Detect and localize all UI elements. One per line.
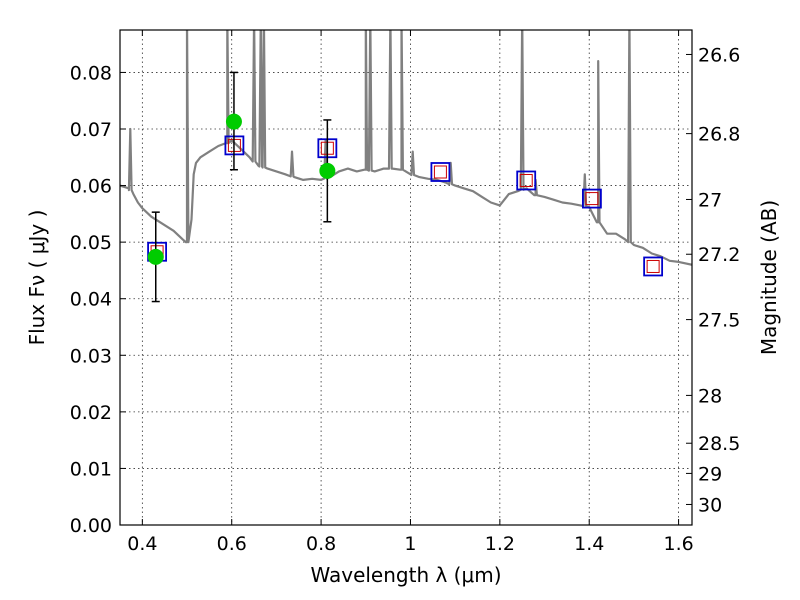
y-tick-label: 0.03 bbox=[70, 345, 112, 367]
observed-point bbox=[147, 248, 164, 265]
y-tick-label: 0.05 bbox=[70, 232, 112, 254]
y-tick-label: 0.06 bbox=[70, 176, 112, 198]
synthetic-photometry-box bbox=[582, 188, 602, 209]
y-tick-label: 0.00 bbox=[70, 515, 112, 537]
y-tick-label: 0.08 bbox=[70, 62, 112, 84]
predicted-photometry-box bbox=[646, 259, 660, 273]
predicted-photometry-box bbox=[519, 173, 533, 187]
mag-tick-label: 28.5 bbox=[698, 433, 740, 455]
synthetic-photometry-box bbox=[516, 170, 537, 191]
y-axis-label: Flux Fν ( μJy ) bbox=[25, 210, 49, 346]
x-tick-label: 1.2 bbox=[485, 533, 515, 555]
mag-tick-label: 29 bbox=[698, 463, 722, 485]
x-tick-label: 0.4 bbox=[127, 533, 157, 555]
plot-frame bbox=[119, 29, 693, 526]
x-tick-label: 1.6 bbox=[663, 533, 693, 555]
model-spectrum-line bbox=[120, 30, 692, 266]
mag-tick-label: 27.5 bbox=[698, 310, 740, 332]
mag-tick-label: 27 bbox=[698, 189, 722, 211]
x-axis-label: Wavelength λ (μm) bbox=[310, 563, 501, 587]
synthetic-photometry-box bbox=[430, 162, 451, 182]
observed-point bbox=[225, 113, 242, 130]
grid bbox=[120, 30, 692, 526]
observed-point bbox=[319, 162, 336, 179]
predicted-photometry-box bbox=[433, 165, 447, 179]
synthetic-photometry-box bbox=[643, 256, 664, 277]
mag-tick-label: 27.2 bbox=[698, 244, 740, 266]
mag-tick-label: 28 bbox=[698, 385, 722, 407]
x-tick-label: 0.6 bbox=[217, 533, 247, 555]
y-axis-right-label: Magnitude (AB) bbox=[757, 200, 781, 355]
predicted-photometry-box bbox=[585, 192, 599, 206]
mag-tick-label: 26.8 bbox=[698, 124, 740, 146]
labels: Wavelength λ (μm) Flux Fν ( μJy ) Magnit… bbox=[25, 200, 781, 587]
ticks: 0.4 0.6 0.8 1 1.2 1.4 1.6 0.00 0.01 0.02 0.03 0.04 0… bbox=[70, 30, 740, 555]
plot-area bbox=[120, 30, 692, 303]
mag-tick-label: 26.6 bbox=[698, 44, 740, 66]
x-tick-label: 1 bbox=[404, 533, 416, 555]
mag-tick-label: 30 bbox=[698, 494, 722, 516]
x-tick-label: 0.8 bbox=[306, 533, 336, 555]
x-tick-label: 1.4 bbox=[574, 533, 604, 555]
y-tick-label: 0.01 bbox=[70, 458, 112, 480]
y-tick-label: 0.02 bbox=[70, 402, 112, 424]
y-tick-label: 0.07 bbox=[70, 119, 112, 141]
y-tick-label: 0.04 bbox=[70, 289, 112, 311]
